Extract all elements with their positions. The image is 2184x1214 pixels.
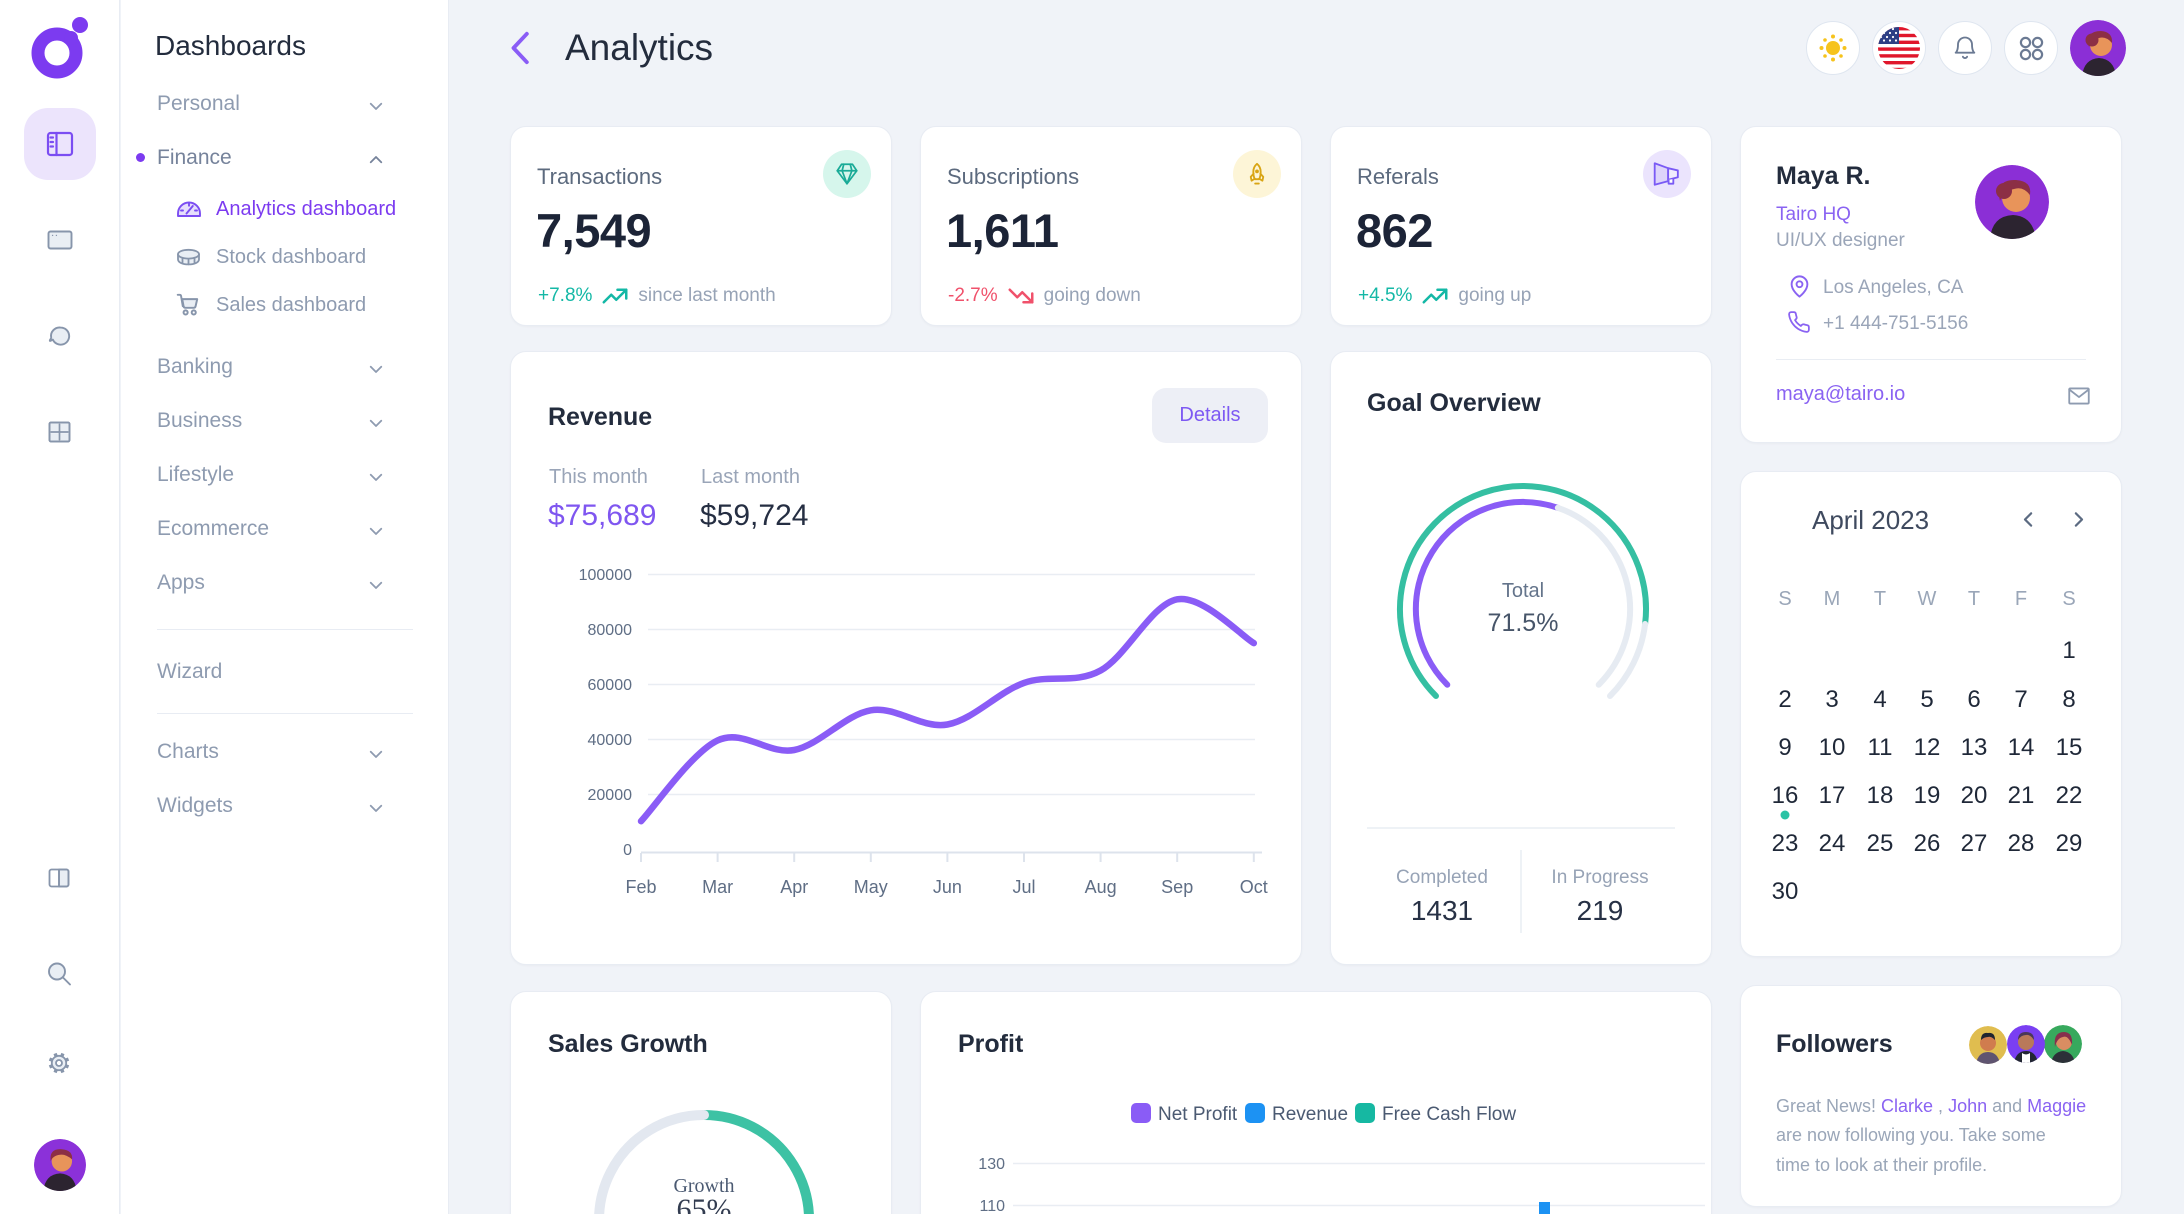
svg-text:23: 23 [1772, 830, 1799, 857]
svg-text:13: 13 [1961, 734, 1988, 761]
svg-text:6: 6 [1967, 686, 1980, 713]
svg-text:25: 25 [1867, 830, 1894, 857]
svg-text:30: 30 [1772, 878, 1799, 905]
svg-text:Sep: Sep [1161, 877, 1193, 897]
svg-text:1: 1 [2062, 637, 2075, 664]
svg-text:1431: 1431 [1411, 895, 1473, 926]
svg-text:27: 27 [1961, 830, 1988, 857]
svg-text:Feb: Feb [625, 877, 656, 897]
svg-text:60000: 60000 [588, 677, 633, 694]
svg-text:12: 12 [1914, 734, 1941, 761]
svg-text:20: 20 [1961, 782, 1988, 809]
svg-text:21: 21 [2008, 782, 2035, 809]
svg-text:40000: 40000 [588, 732, 633, 749]
svg-text:24: 24 [1819, 830, 1846, 857]
svg-text:7: 7 [2014, 686, 2027, 713]
svg-text:5: 5 [1920, 686, 1933, 713]
svg-text:2: 2 [1778, 686, 1791, 713]
svg-text:26: 26 [1914, 830, 1941, 857]
svg-text:T: T [1874, 588, 1886, 610]
svg-text:Growth: Growth [673, 1175, 734, 1197]
svg-text:17: 17 [1819, 782, 1846, 809]
svg-text:20000: 20000 [588, 787, 633, 804]
svg-text:Mar: Mar [702, 877, 733, 897]
svg-text:Completed: Completed [1396, 867, 1488, 888]
svg-text:M: M [1824, 588, 1841, 610]
svg-text:Free Cash Flow: Free Cash Flow [1382, 1104, 1516, 1125]
svg-text:16: 16 [1772, 782, 1799, 809]
svg-text:130: 130 [978, 1156, 1005, 1173]
svg-text:8: 8 [2062, 686, 2075, 713]
svg-text:Net Profit: Net Profit [1158, 1104, 1238, 1125]
svg-text:22: 22 [2056, 782, 2083, 809]
svg-text:4: 4 [1873, 686, 1886, 713]
svg-text:28: 28 [2008, 830, 2035, 857]
svg-text:May: May [854, 877, 888, 897]
svg-text:15: 15 [2056, 734, 2083, 761]
svg-text:9: 9 [1778, 734, 1791, 761]
svg-text:71.5%: 71.5% [1488, 609, 1559, 637]
svg-text:14: 14 [2008, 734, 2035, 761]
svg-text:Aug: Aug [1085, 877, 1117, 897]
svg-text:19: 19 [1914, 782, 1941, 809]
svg-text:3: 3 [1825, 686, 1838, 713]
svg-text:10: 10 [1819, 734, 1846, 761]
svg-text:80000: 80000 [588, 622, 633, 639]
svg-text:Jun: Jun [933, 877, 962, 897]
svg-text:Revenue: Revenue [1272, 1104, 1348, 1125]
svg-text:W: W [1918, 588, 1937, 610]
svg-text:Oct: Oct [1240, 877, 1268, 897]
svg-text:Total: Total [1502, 580, 1544, 602]
svg-text:0: 0 [623, 842, 632, 859]
svg-text:Jul: Jul [1012, 877, 1035, 897]
svg-text:65%: 65% [677, 1193, 732, 1214]
svg-text:Apr: Apr [780, 877, 808, 897]
svg-text:T: T [1968, 588, 1980, 610]
svg-text:100000: 100000 [579, 567, 632, 584]
svg-text:S: S [1778, 588, 1791, 610]
svg-text:18: 18 [1867, 782, 1894, 809]
svg-text:S: S [2062, 588, 2075, 610]
svg-text:11: 11 [1868, 734, 1893, 761]
svg-text:F: F [2015, 588, 2027, 610]
svg-text:29: 29 [2056, 830, 2083, 857]
svg-text:219: 219 [1577, 895, 1624, 926]
svg-text:In Progress: In Progress [1551, 867, 1648, 888]
svg-text:110: 110 [979, 1198, 1005, 1214]
